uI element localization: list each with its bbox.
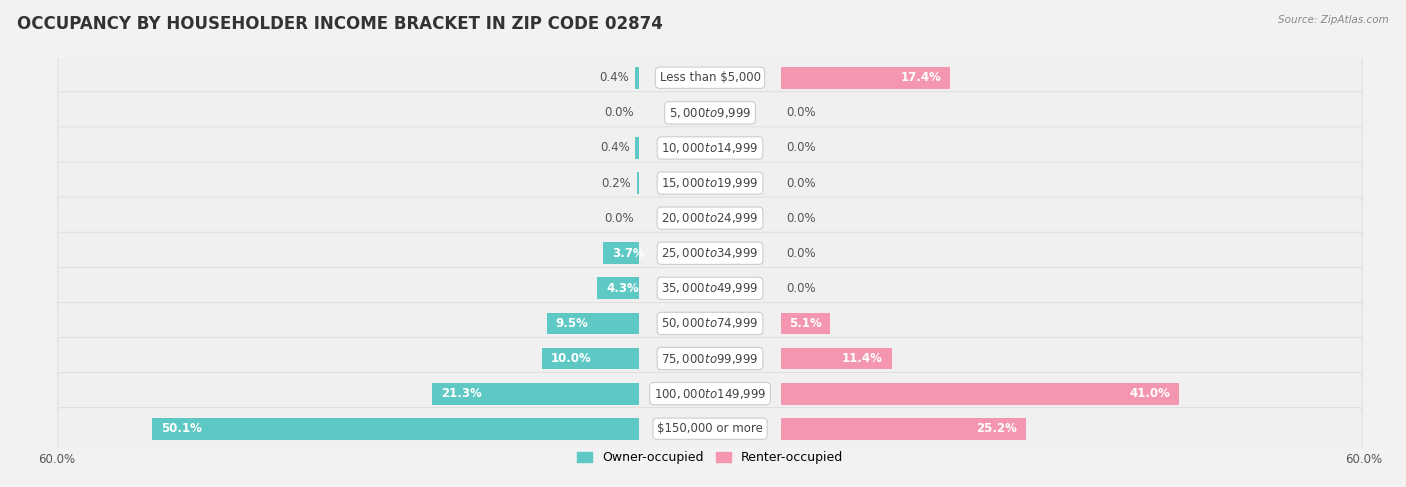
Bar — [547, 313, 640, 334]
Text: 5.1%: 5.1% — [789, 317, 821, 330]
FancyBboxPatch shape — [58, 232, 1362, 274]
FancyBboxPatch shape — [58, 56, 1362, 99]
Text: $5,000 to $9,999: $5,000 to $9,999 — [669, 106, 751, 120]
Text: 11.4%: 11.4% — [842, 352, 883, 365]
Bar — [603, 243, 640, 264]
Bar — [780, 383, 1180, 405]
Legend: Owner-occupied, Renter-occupied: Owner-occupied, Renter-occupied — [572, 446, 848, 469]
Bar — [543, 348, 640, 370]
Text: $100,000 to $149,999: $100,000 to $149,999 — [654, 387, 766, 401]
Text: Source: ZipAtlas.com: Source: ZipAtlas.com — [1278, 15, 1389, 25]
FancyBboxPatch shape — [58, 92, 1362, 134]
Text: $75,000 to $99,999: $75,000 to $99,999 — [661, 352, 759, 366]
Text: 0.0%: 0.0% — [786, 141, 815, 154]
Bar — [152, 418, 640, 440]
FancyBboxPatch shape — [58, 302, 1362, 344]
Text: 0.0%: 0.0% — [605, 212, 634, 225]
Text: 0.0%: 0.0% — [786, 282, 815, 295]
Text: 9.5%: 9.5% — [555, 317, 589, 330]
Text: 0.4%: 0.4% — [600, 141, 630, 154]
Text: 0.0%: 0.0% — [605, 106, 634, 119]
Text: 41.0%: 41.0% — [1129, 387, 1171, 400]
Text: 21.3%: 21.3% — [441, 387, 482, 400]
FancyBboxPatch shape — [58, 337, 1362, 379]
Text: 25.2%: 25.2% — [976, 422, 1017, 435]
Text: $50,000 to $74,999: $50,000 to $74,999 — [661, 317, 759, 331]
Text: 0.2%: 0.2% — [602, 177, 631, 189]
Text: $35,000 to $49,999: $35,000 to $49,999 — [661, 281, 759, 295]
Text: 4.3%: 4.3% — [606, 282, 638, 295]
Text: OCCUPANCY BY HOUSEHOLDER INCOME BRACKET IN ZIP CODE 02874: OCCUPANCY BY HOUSEHOLDER INCOME BRACKET … — [17, 15, 662, 33]
FancyBboxPatch shape — [58, 197, 1362, 239]
Text: 0.4%: 0.4% — [599, 71, 630, 84]
Bar — [637, 172, 640, 194]
FancyBboxPatch shape — [58, 162, 1362, 204]
Text: 10.0%: 10.0% — [551, 352, 592, 365]
Bar — [636, 137, 640, 159]
Text: 50.1%: 50.1% — [162, 422, 202, 435]
Text: $150,000 or more: $150,000 or more — [657, 422, 763, 435]
Bar — [432, 383, 640, 405]
FancyBboxPatch shape — [58, 373, 1362, 415]
Bar — [780, 418, 1026, 440]
Text: $15,000 to $19,999: $15,000 to $19,999 — [661, 176, 759, 190]
Text: $25,000 to $34,999: $25,000 to $34,999 — [661, 246, 759, 260]
Text: 0.0%: 0.0% — [786, 177, 815, 189]
Text: $20,000 to $24,999: $20,000 to $24,999 — [661, 211, 759, 225]
Bar — [780, 67, 950, 89]
FancyBboxPatch shape — [58, 267, 1362, 309]
Bar — [598, 278, 640, 299]
Text: 0.0%: 0.0% — [786, 247, 815, 260]
Text: Less than $5,000: Less than $5,000 — [659, 71, 761, 84]
FancyBboxPatch shape — [58, 127, 1362, 169]
Text: 0.0%: 0.0% — [786, 212, 815, 225]
Text: 3.7%: 3.7% — [612, 247, 644, 260]
Text: 17.4%: 17.4% — [900, 71, 941, 84]
Bar — [636, 67, 640, 89]
Bar — [780, 348, 891, 370]
Text: $10,000 to $14,999: $10,000 to $14,999 — [661, 141, 759, 155]
Bar — [780, 313, 831, 334]
FancyBboxPatch shape — [58, 408, 1362, 450]
Text: 0.0%: 0.0% — [786, 106, 815, 119]
